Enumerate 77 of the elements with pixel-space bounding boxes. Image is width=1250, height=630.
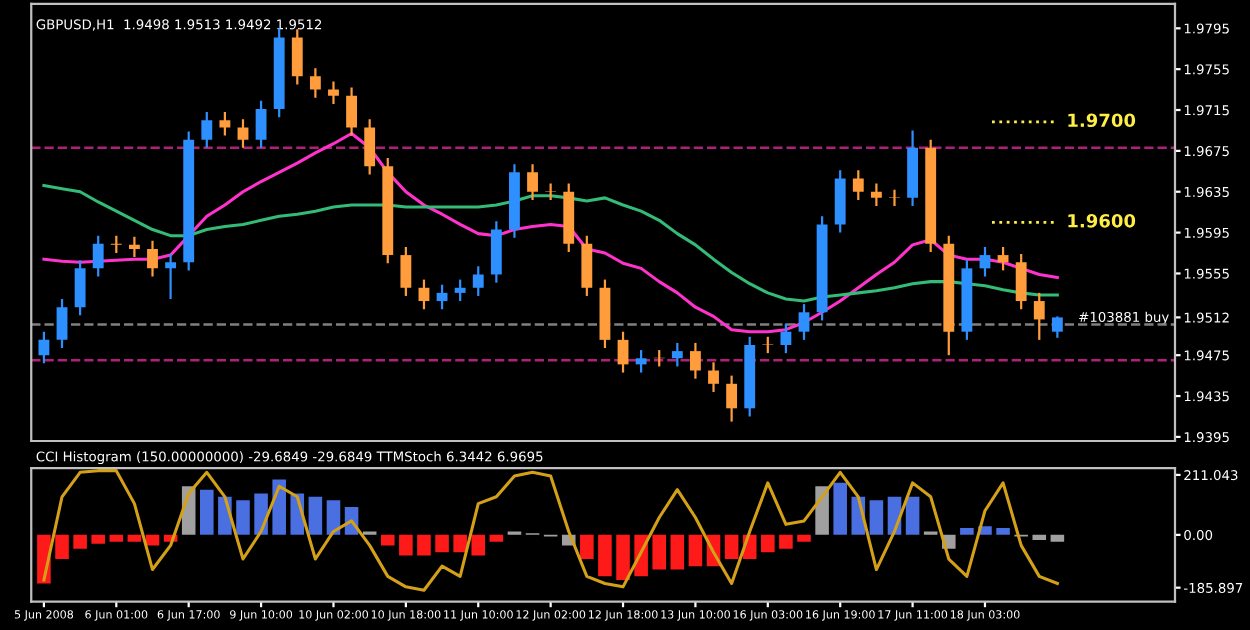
candlestick bbox=[726, 374, 738, 423]
bar bbox=[652, 534, 667, 570]
candlestick bbox=[38, 330, 50, 365]
candlestick bbox=[165, 252, 177, 301]
bar bbox=[73, 534, 87, 549]
candlestick bbox=[889, 188, 900, 208]
bar bbox=[1050, 534, 1065, 542]
bar bbox=[580, 534, 594, 560]
candlestick bbox=[689, 341, 701, 380]
candlestick bbox=[418, 278, 430, 311]
candlestick bbox=[617, 330, 629, 374]
candlestick bbox=[364, 118, 376, 176]
candlestick bbox=[671, 341, 683, 368]
bar bbox=[200, 489, 214, 535]
candlestick bbox=[581, 234, 593, 298]
bar bbox=[688, 534, 703, 567]
bar bbox=[905, 496, 920, 535]
candlestick bbox=[436, 283, 448, 311]
candlestick bbox=[255, 99, 267, 149]
candlestick bbox=[92, 234, 104, 278]
candlestick bbox=[128, 235, 140, 259]
text: 1.9700 bbox=[1068, 113, 1136, 128]
bar bbox=[308, 496, 323, 535]
bar bbox=[91, 534, 105, 544]
candlestick bbox=[291, 28, 303, 86]
bar bbox=[598, 534, 612, 577]
bar bbox=[960, 528, 974, 535]
candlestick bbox=[1015, 252, 1027, 311]
text: 1.9600 bbox=[1068, 213, 1136, 228]
candlestick bbox=[74, 259, 86, 317]
bar bbox=[1032, 534, 1047, 540]
candlestick bbox=[237, 118, 249, 149]
candlestick bbox=[219, 110, 231, 137]
bar bbox=[453, 534, 467, 553]
bar bbox=[833, 482, 847, 535]
candlestick bbox=[979, 245, 991, 278]
bar bbox=[489, 534, 504, 542]
candlestick bbox=[328, 80, 339, 105]
candlestick bbox=[147, 239, 158, 278]
bar bbox=[236, 500, 250, 535]
candlestick bbox=[309, 67, 321, 99]
candlestick bbox=[454, 278, 466, 303]
bar bbox=[761, 534, 775, 553]
bar bbox=[127, 534, 142, 542]
bar bbox=[869, 500, 884, 535]
candlestick bbox=[852, 169, 864, 202]
candlestick bbox=[1051, 315, 1063, 339]
bar bbox=[380, 534, 395, 546]
candlestick bbox=[997, 245, 1009, 272]
candlestick bbox=[201, 110, 213, 149]
bar bbox=[797, 534, 811, 542]
candlestick bbox=[798, 303, 810, 341]
candlestick bbox=[490, 220, 502, 284]
candlestick bbox=[346, 86, 357, 137]
bar bbox=[435, 534, 449, 553]
candlestick bbox=[1033, 291, 1045, 341]
candlestick bbox=[527, 163, 538, 202]
candlestick bbox=[56, 297, 68, 350]
bar bbox=[996, 528, 1010, 535]
candlestick bbox=[708, 361, 719, 394]
bar bbox=[399, 534, 413, 556]
candlestick bbox=[780, 322, 792, 355]
bar bbox=[55, 534, 69, 560]
bar bbox=[417, 534, 431, 556]
bar bbox=[471, 534, 486, 556]
line-series bbox=[42, 184, 1059, 303]
bar bbox=[670, 534, 685, 570]
bar bbox=[779, 534, 793, 549]
bar bbox=[616, 534, 630, 581]
candlestick bbox=[400, 245, 412, 298]
line-series bbox=[42, 469, 1059, 592]
candlestick bbox=[635, 348, 647, 374]
candlestick bbox=[870, 182, 882, 208]
bar bbox=[109, 534, 124, 542]
candlestick bbox=[472, 265, 484, 298]
candlestick bbox=[834, 169, 846, 234]
bar bbox=[724, 534, 739, 560]
